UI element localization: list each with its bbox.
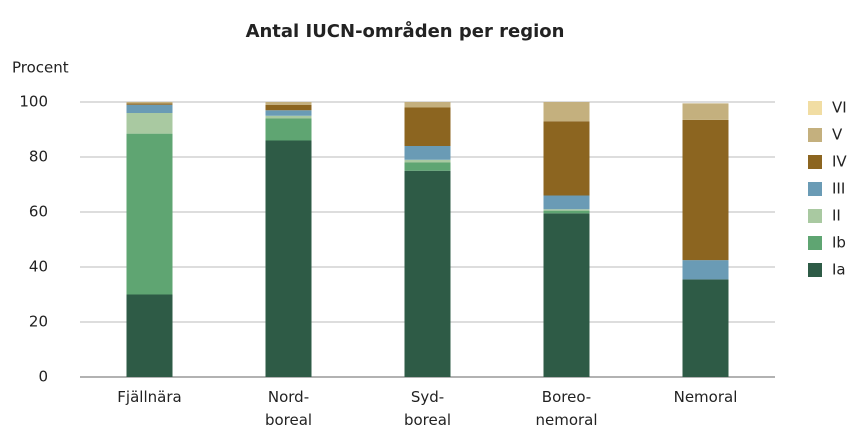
bar-segment bbox=[682, 119, 729, 261]
bar-segment bbox=[682, 279, 729, 377]
legend-label: V bbox=[832, 126, 843, 144]
bar-segment bbox=[543, 121, 590, 196]
legend-swatch bbox=[808, 236, 822, 250]
y-tick-label: 0 bbox=[38, 368, 48, 386]
chart-title: Antal IUCN-områden per region bbox=[246, 20, 565, 42]
bar-segment bbox=[404, 159, 451, 163]
legend-swatch bbox=[808, 182, 822, 196]
bar-segment bbox=[126, 294, 173, 377]
bar-segment bbox=[265, 104, 312, 111]
bar-segment bbox=[265, 115, 312, 119]
bar-segment bbox=[265, 118, 312, 141]
x-tick-label: Fjällnära bbox=[117, 388, 181, 406]
y-tick-label: 60 bbox=[29, 203, 48, 221]
y-tick-label: 20 bbox=[29, 313, 48, 331]
legend-label: II bbox=[832, 207, 841, 225]
bar-segment bbox=[404, 146, 451, 160]
x-tick-label: Boreo-nemoral bbox=[535, 388, 597, 429]
bar-segment bbox=[126, 104, 173, 113]
bar-segment bbox=[265, 102, 312, 105]
bar-segment bbox=[404, 162, 451, 171]
bar-segment bbox=[682, 260, 729, 280]
legend-label: Ib bbox=[832, 234, 846, 252]
x-tick-label: Nemoral bbox=[674, 388, 738, 406]
legend-label: IV bbox=[832, 153, 847, 171]
bar-segment bbox=[543, 213, 590, 377]
legend-swatch bbox=[808, 263, 822, 277]
bar-segment bbox=[543, 195, 590, 210]
x-tick-label: Syd-boreal bbox=[404, 388, 451, 429]
y-tick-label: 40 bbox=[29, 258, 48, 276]
bar-segment bbox=[682, 103, 729, 120]
bar-segment bbox=[126, 113, 173, 134]
y-tick-label: 80 bbox=[29, 148, 48, 166]
bar-segment bbox=[126, 103, 173, 105]
bar-segment bbox=[404, 102, 451, 108]
legend-label: Ia bbox=[832, 261, 846, 279]
bar-segment bbox=[126, 102, 173, 104]
legend-swatch bbox=[808, 128, 822, 142]
x-tick-label: Nord-boreal bbox=[265, 388, 312, 429]
y-tick-label: 100 bbox=[19, 93, 48, 111]
bar-segment bbox=[404, 107, 451, 146]
bar-segment bbox=[404, 170, 451, 377]
y-axis-label: Procent bbox=[12, 59, 69, 77]
bar-segment bbox=[543, 209, 590, 211]
legend-swatch bbox=[808, 101, 822, 115]
bar-segment bbox=[265, 110, 312, 116]
bar-segment bbox=[543, 102, 590, 122]
bar-segment bbox=[543, 210, 590, 214]
legend-swatch bbox=[808, 209, 822, 223]
bar-segment bbox=[126, 133, 173, 295]
legend-label: III bbox=[832, 180, 845, 198]
bar-segment bbox=[265, 140, 312, 377]
legend-swatch bbox=[808, 155, 822, 169]
legend-label: VI bbox=[832, 99, 847, 117]
